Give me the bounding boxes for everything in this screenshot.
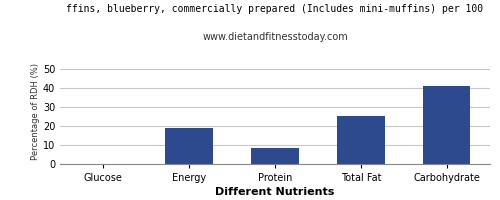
Y-axis label: Percentage of RDH (%): Percentage of RDH (%)	[31, 64, 40, 160]
Text: ffins, blueberry, commercially prepared (Includes mini-muffins) per 100: ffins, blueberry, commercially prepared …	[66, 4, 484, 14]
Bar	[252, 148, 298, 164]
Bar	[166, 128, 212, 164]
X-axis label: Different Nutrients: Different Nutrients	[216, 187, 334, 197]
Bar	[423, 86, 470, 164]
Bar	[338, 116, 384, 164]
Text: www.dietandfitnesstoday.com: www.dietandfitnesstoday.com	[202, 32, 348, 42]
